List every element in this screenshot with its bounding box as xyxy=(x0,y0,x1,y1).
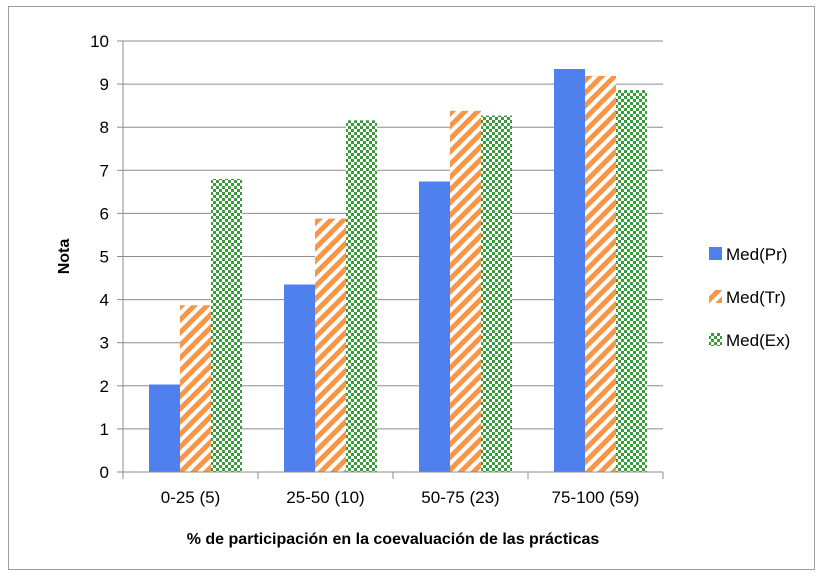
legend-swatch-Med(Ex) xyxy=(709,333,722,346)
y-tick-label: 1 xyxy=(100,420,109,439)
x-tick-label: 0-25 (5) xyxy=(161,488,221,507)
bars xyxy=(149,69,647,473)
chart-frame xyxy=(8,6,815,570)
bar-Med(Tr)-75-100 (59) xyxy=(585,75,616,472)
x-tick-label: 50-75 (23) xyxy=(421,488,499,507)
y-tick-label: 2 xyxy=(100,377,109,396)
y-tick-label: 0 xyxy=(100,463,109,482)
bar-Med(Pr)-25-50 (10) xyxy=(284,284,315,472)
y-tick-label: 4 xyxy=(100,291,109,310)
x-axis-title: % de participación en la coevaluación de… xyxy=(187,531,600,548)
legend-label: Med(Tr) xyxy=(726,288,786,307)
bar-Med(Ex)-0-25 (5) xyxy=(211,178,242,473)
y-axis-title: Nota xyxy=(56,239,73,275)
x-tick-label: 75-100 (59) xyxy=(552,488,640,507)
y-tick-label: 10 xyxy=(90,32,109,51)
legend-swatch-Med(Pr) xyxy=(709,247,722,260)
bar-Med(Pr)-0-25 (5) xyxy=(149,384,180,472)
bar-Med(Pr)-50-75 (23) xyxy=(419,181,450,473)
bar-Med(Ex)-75-100 (59) xyxy=(616,90,647,472)
x-tick-labels: 0-25 (5) 25-50 (10) 50-75 (23) 75-100 (59) xyxy=(161,488,640,507)
y-tick-label: 3 xyxy=(100,334,109,353)
bar-Med(Ex)-50-75 (23) xyxy=(481,115,512,473)
legend: Med(Pr) Med(Tr) Med(Ex) xyxy=(709,245,790,350)
x-tick-label: 25-50 (10) xyxy=(286,488,364,507)
legend-swatch-Med(Tr) xyxy=(709,290,722,303)
y-tick-label: 8 xyxy=(100,118,109,137)
axes xyxy=(122,41,664,479)
y-tick-labels: 0 1 2 3 4 5 6 7 8 9 10 xyxy=(90,32,109,482)
bar-Med(Tr)-25-50 (10) xyxy=(315,218,346,472)
bar-Med(Tr)-50-75 (23) xyxy=(450,110,481,473)
y-tick-label: 9 xyxy=(100,75,109,94)
bar-Med(Ex)-25-50 (10) xyxy=(346,120,377,472)
legend-label: Med(Ex) xyxy=(726,331,790,350)
bar-Med(Tr)-0-25 (5) xyxy=(180,305,211,472)
y-tick-label: 7 xyxy=(100,161,109,180)
legend-label: Med(Pr) xyxy=(726,245,787,264)
y-tick-label: 5 xyxy=(100,248,109,267)
bar-Med(Pr)-75-100 (59) xyxy=(554,69,585,472)
y-tick-label: 6 xyxy=(100,204,109,223)
